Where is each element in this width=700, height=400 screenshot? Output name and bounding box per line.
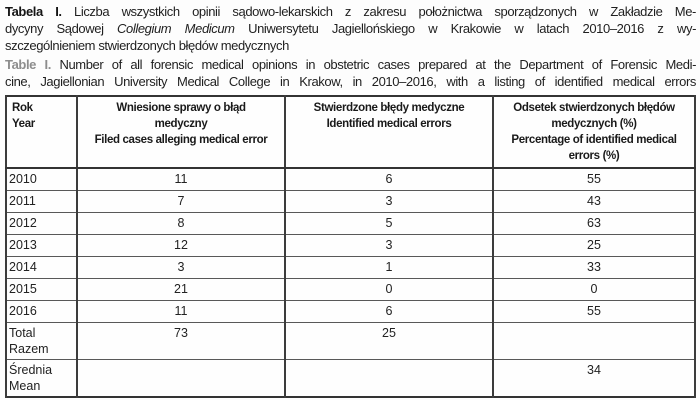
table-row-2013: 2013 12 3 25 [5,233,696,257]
caption-pl-line1-text: Liczba wszystkich opinii sądowo-lekarski… [74,4,696,19]
caption-english: Table I. Number of all forensic medical … [5,56,696,90]
header-year: Rok Year [5,95,78,169]
identified-errors-value: 6 [284,299,494,323]
caption-polish: Tabela I. Liczba wszystkich opinii sądow… [5,3,696,54]
header-identified-pl: Stwierdzone błędy medyczne [313,102,465,114]
caption-en-line2: cine, Jagiellonian University Medical Co… [5,73,696,90]
collegium-medicum-italic: Collegium Medicum [117,21,235,36]
identified-errors-value: 6 [284,167,494,191]
identified-errors-value: 0 [284,277,494,301]
identified-errors-value: 3 [284,189,494,213]
percent-value: 55 [492,167,696,191]
header-year-en: Year [12,118,35,130]
table-row-mean: Średnia Mean 34 [5,358,696,397]
identified-errors-value: 1 [284,255,494,279]
caption-pl-line2-post: Uniwersytetu Jagiellońskiego w Krakowie … [248,21,696,36]
mean-label-pl: Średnia [9,362,53,377]
filed-cases-value: 3 [76,255,286,279]
identified-errors-mean-empty [284,358,494,397]
filed-cases-value: 8 [76,211,286,235]
percent-mean-value: 34 [492,358,696,397]
table-row-2016: 2016 11 6 55 [5,299,696,323]
caption-pl-line1: Tabela I. Liczba wszystkich opinii sądow… [5,3,696,20]
mean-label-en: Mean [9,378,41,393]
year-cell: 2012 [5,211,78,235]
caption-pl-line2-pre: dycyny Sądowej [5,21,104,36]
identified-errors-total: 25 [284,321,494,360]
caption-pl-line2: dycyny Sądowej Collegium Medicum Uniwers… [5,20,696,37]
header-identified-en: Identified medical errors [326,118,452,130]
header-percent-en-1: Percentage of identified medical [511,134,677,146]
filed-cases-mean-empty [76,358,286,397]
percent-value: 0 [492,277,696,301]
header-identified-errors: Stwierdzone błędy medyczne Identified me… [284,95,494,169]
year-cell: 2014 [5,255,78,279]
table-header-row: Rok Year Wniesione sprawy o błąd medyczn… [5,95,696,169]
table-row-2010: 2010 11 6 55 [5,167,696,191]
header-percent-pl-2: medycznych (%) [551,118,637,130]
percent-value: 43 [492,189,696,213]
table-label-en: Table I. [5,57,51,72]
caption-pl-line3: szczególnieniem stwierdzonych błędów med… [5,37,696,54]
table-row-2015: 2015 21 0 0 [5,277,696,301]
table-label-pl: Tabela I. [5,4,62,19]
mean-label-cell: Średnia Mean [5,358,78,397]
caption-en-line2-text: cine, Jagiellonian University Medical Co… [5,74,696,89]
total-label-en: Total [9,325,36,340]
caption-pl-line3-text: szczególnieniem stwierdzonych błędów med… [5,38,289,53]
table-row-2014: 2014 3 1 33 [5,255,696,279]
header-filed-pl-2: medyczny [154,118,208,130]
filed-cases-value: 21 [76,277,286,301]
header-filed-pl-1: Wniesione sprawy o błąd [116,102,246,114]
percent-value: 33 [492,255,696,279]
year-cell: 2015 [5,277,78,301]
header-percent-pl-1: Odsetek stwierdzonych błędów [513,102,675,114]
year-cell: 2013 [5,233,78,257]
header-year-pl: Rok [12,102,33,114]
identified-errors-value: 3 [284,233,494,257]
header-percent-errors: Odsetek stwierdzonych błędów medycznych … [492,95,696,169]
year-cell: 2016 [5,299,78,323]
total-label-pl: Razem [9,341,49,356]
percent-value: 55 [492,299,696,323]
filed-cases-value: 11 [76,167,286,191]
year-cell: 2010 [5,167,78,191]
percent-value: 25 [492,233,696,257]
percent-value: 63 [492,211,696,235]
total-label-cell: Total Razem [5,321,78,360]
caption-en-line1-text: Number of all forensic medical opinions … [59,57,696,72]
filed-cases-total: 73 [76,321,286,360]
filed-cases-value: 12 [76,233,286,257]
identified-errors-value: 5 [284,211,494,235]
percent-total-empty [492,321,696,360]
table-row-2012: 2012 8 5 63 [5,211,696,235]
opinions-table: Rok Year Wniesione sprawy o błąd medyczn… [5,95,696,398]
header-percent-en-2: errors (%) [568,150,620,162]
year-cell: 2011 [5,189,78,213]
header-filed-cases: Wniesione sprawy o błąd medyczny Filed c… [76,95,286,169]
table-row-total: Total Razem 73 25 [5,321,696,360]
table-row-2011: 2011 7 3 43 [5,189,696,213]
caption-en-line1: Table I. Number of all forensic medical … [5,56,696,73]
filed-cases-value: 11 [76,299,286,323]
header-filed-en: Filed cases alleging medical error [94,134,268,146]
filed-cases-value: 7 [76,189,286,213]
